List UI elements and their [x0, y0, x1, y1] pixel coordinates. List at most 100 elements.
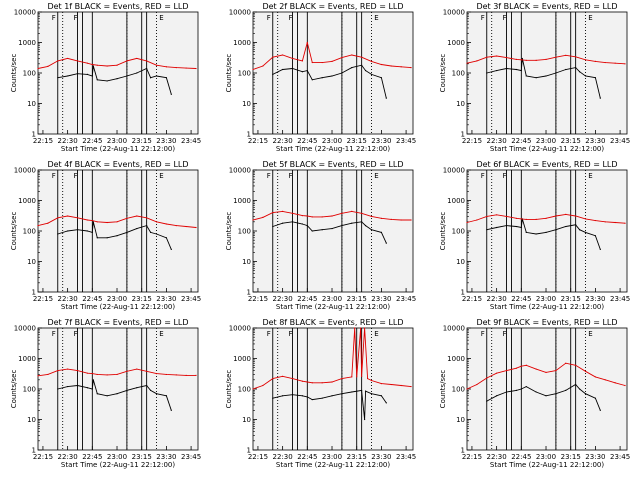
x-tick-label: 22:15	[33, 295, 53, 303]
data-point	[185, 374, 187, 376]
data-point	[155, 372, 158, 375]
data-point	[37, 67, 39, 70]
x-tick-label: 23:15	[132, 453, 152, 461]
x-axis-label: Start Time (22-Aug-11 22:12:00)	[490, 303, 604, 311]
data-point	[272, 212, 274, 214]
y-tick-label: 10	[242, 416, 251, 424]
data-point	[555, 370, 557, 372]
y-tick-label: 1000	[447, 197, 465, 205]
data-point	[37, 375, 39, 377]
y-tick-label: 1000	[18, 197, 36, 205]
interval-marker-label: F	[52, 330, 56, 338]
data-point	[351, 210, 353, 212]
data-point	[351, 67, 353, 69]
interval-marker-label: F	[52, 172, 56, 180]
data-point	[364, 390, 367, 392]
data-point	[486, 72, 488, 74]
data-point	[400, 219, 402, 221]
data-point	[67, 57, 69, 60]
y-tick-label: 10	[456, 258, 465, 266]
data-point	[331, 75, 333, 77]
data-point	[594, 60, 596, 63]
data-point	[149, 231, 152, 233]
data-point	[106, 80, 108, 82]
data-point	[37, 225, 39, 227]
x-tick-label: 23:30	[585, 295, 605, 303]
data-point	[515, 389, 517, 391]
interval-marker-label: E	[588, 330, 592, 338]
data-point	[282, 395, 284, 397]
plot-area	[37, 327, 199, 451]
data-point	[301, 395, 303, 397]
y-tick-label: 10000	[443, 325, 465, 333]
data-point	[272, 73, 274, 75]
data-point	[364, 69, 367, 72]
data-point	[321, 397, 323, 399]
lld-series-line	[252, 210, 411, 221]
data-point	[505, 67, 508, 70]
data-point	[175, 225, 177, 227]
data-point	[106, 237, 108, 239]
y-tick-label: 1	[247, 289, 251, 297]
data-point	[165, 77, 167, 79]
data-point	[57, 60, 59, 62]
data-point	[496, 372, 498, 374]
interval-marker-label: F	[481, 330, 485, 338]
data-point	[86, 387, 88, 389]
interval-marker-label: E	[159, 172, 163, 180]
data-point	[272, 377, 274, 380]
data-point	[195, 374, 197, 376]
data-point	[252, 219, 254, 221]
data-point	[136, 215, 138, 217]
data-point	[185, 225, 187, 228]
x-tick-label: 23:30	[371, 295, 391, 303]
chart-panel: Det 7f BLACK = Events, RED = LLD 1 10 100 10…	[10, 318, 201, 469]
y-tick-label: 10000	[14, 325, 36, 333]
data-point	[175, 374, 177, 376]
x-tick-label: 22:30	[58, 295, 78, 303]
data-point	[380, 77, 382, 79]
data-point	[599, 97, 601, 99]
x-tick-label: 22:45	[511, 453, 531, 461]
data-point	[185, 67, 187, 69]
data-point	[136, 368, 138, 370]
y-tick-label: 1000	[233, 197, 251, 205]
y-axis-label: Counts/sec	[225, 212, 233, 251]
data-point	[515, 367, 517, 369]
data-point	[594, 376, 596, 378]
data-point	[106, 374, 108, 376]
data-point	[272, 397, 274, 399]
data-point	[555, 215, 557, 217]
data-point	[614, 62, 616, 64]
data-point	[262, 216, 264, 218]
data-point	[505, 370, 508, 372]
y-tick-label: 10	[456, 100, 465, 108]
lld-series-line	[466, 213, 626, 224]
lld-series-line	[466, 54, 626, 65]
x-tick-label: 23:15	[561, 137, 581, 145]
data-point	[476, 219, 478, 221]
x-tick-label: 23:45	[610, 453, 630, 461]
data-point	[311, 398, 313, 401]
x-tick-label: 23:45	[181, 137, 201, 145]
x-tick-label: 22:45	[297, 295, 317, 303]
data-point	[535, 218, 537, 221]
data-point	[496, 226, 498, 229]
y-tick-label: 10000	[14, 9, 36, 17]
data-point	[466, 388, 468, 390]
x-tick-label: 23:30	[371, 137, 391, 145]
y-axis-label: Counts/sec	[225, 370, 233, 409]
data-point	[535, 77, 537, 79]
x-tick-label: 23:45	[610, 295, 630, 303]
data-point	[155, 221, 158, 223]
events-series-line	[486, 218, 601, 250]
data-point	[520, 59, 522, 61]
data-point	[96, 373, 98, 376]
data-point	[565, 225, 567, 228]
data-point	[282, 375, 284, 377]
data-point	[91, 372, 93, 375]
y-tick-label: 1000	[233, 355, 251, 363]
x-tick-label: 22:30	[487, 295, 507, 303]
data-point	[578, 229, 581, 231]
data-point	[565, 54, 567, 56]
